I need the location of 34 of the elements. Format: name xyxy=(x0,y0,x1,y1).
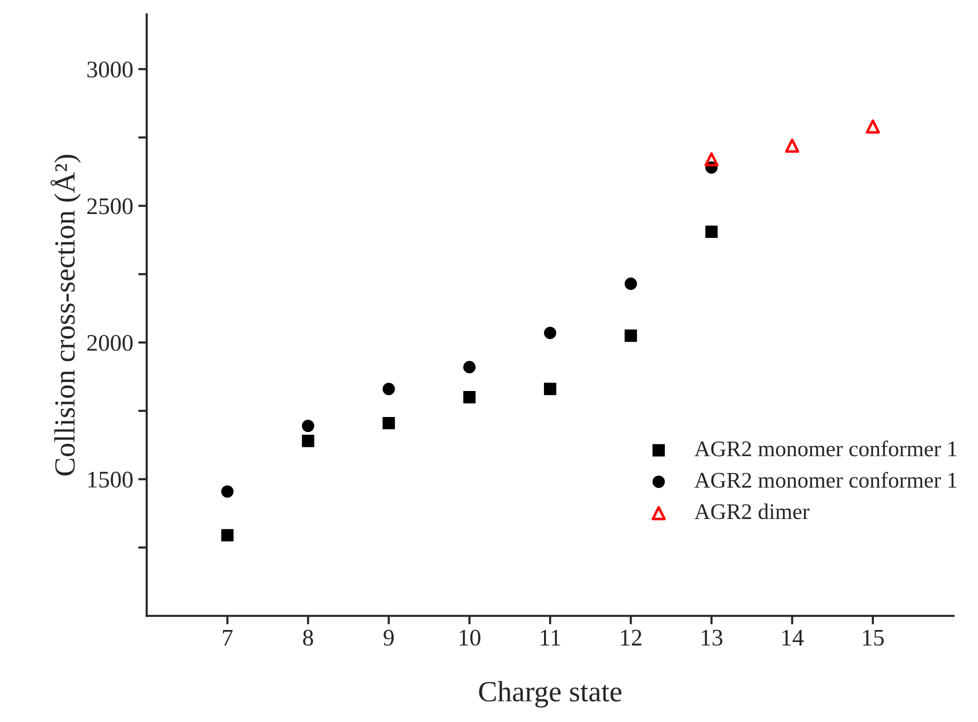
point xyxy=(544,326,556,340)
x-axis-title: Charge state xyxy=(479,681,622,708)
point xyxy=(463,391,476,404)
x-tick-label: 13 xyxy=(702,630,722,646)
point xyxy=(382,382,395,396)
y-tick-label: 2500 xyxy=(87,198,133,214)
point xyxy=(705,226,718,238)
y-tick-label: 3000 xyxy=(87,62,133,78)
point xyxy=(463,360,476,374)
point xyxy=(382,416,395,430)
x-tick-label: 10 xyxy=(460,630,480,646)
point xyxy=(302,434,314,448)
x-tick-label: 9 xyxy=(384,630,394,646)
x-tick-label: 8 xyxy=(303,630,314,646)
x-tick-label: 11 xyxy=(540,630,560,646)
point xyxy=(221,485,234,498)
legend-label: AGR2 dimer xyxy=(694,504,810,520)
point xyxy=(866,119,880,134)
x-tick-label: 14 xyxy=(782,630,804,646)
y-tick-label: 2000 xyxy=(87,334,133,351)
x-tick-label: 12 xyxy=(621,630,642,646)
x-tick-label: 15 xyxy=(863,630,884,646)
y-axis-title: Collision cross-section (Å²) xyxy=(50,154,81,476)
legend-label: AGR2 monomer conformer 1 xyxy=(694,472,956,488)
point xyxy=(544,382,556,396)
point xyxy=(785,138,800,153)
point xyxy=(704,152,719,166)
point xyxy=(221,529,234,542)
y-tick-label: 1500 xyxy=(88,472,133,488)
x-tick-label: 7 xyxy=(223,630,233,646)
point xyxy=(302,420,314,432)
legend-label: AGR2 monomer conformer 1 xyxy=(694,440,956,456)
point xyxy=(624,278,637,290)
point xyxy=(624,329,637,342)
